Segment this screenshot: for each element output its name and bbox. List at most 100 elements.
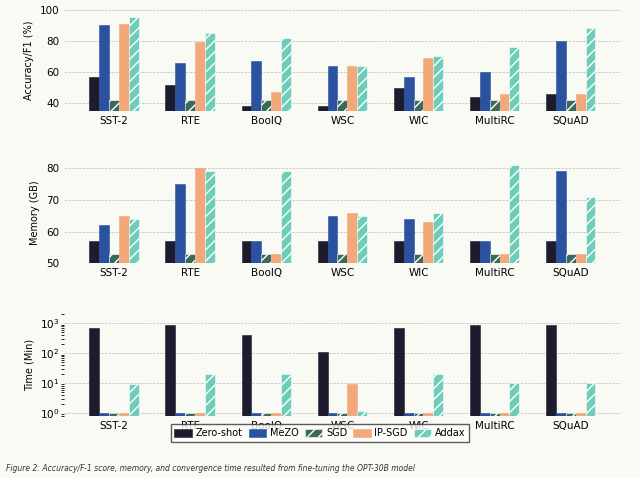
Bar (205, 374, 215, 478)
Bar (509, 165, 520, 422)
Bar (90, 241, 99, 422)
Bar (490, 413, 500, 478)
Bar (546, 325, 556, 478)
Bar (556, 413, 566, 478)
Bar (252, 241, 261, 422)
Bar (165, 241, 175, 422)
Bar (165, 325, 175, 478)
Bar (241, 107, 252, 166)
Bar (241, 335, 252, 478)
Bar (119, 23, 129, 166)
Bar (404, 219, 413, 422)
Bar (586, 28, 595, 166)
Bar (433, 374, 444, 478)
Bar (424, 58, 433, 166)
Bar (509, 383, 520, 478)
Bar (500, 94, 509, 166)
Bar (337, 254, 348, 422)
Bar (317, 352, 328, 478)
Legend: Zero-shot, MeZO, SGD, IP-SGD, Addax: Zero-shot, MeZO, SGD, IP-SGD, Addax (170, 424, 470, 442)
Bar (509, 47, 520, 166)
Bar (328, 413, 337, 478)
Bar (129, 384, 139, 478)
Bar (586, 383, 595, 478)
Y-axis label: Memory (GB): Memory (GB) (31, 180, 40, 245)
Bar (566, 254, 576, 422)
Bar (281, 38, 291, 166)
Bar (195, 43, 205, 166)
Bar (241, 241, 252, 422)
Bar (195, 168, 205, 422)
Bar (261, 100, 271, 166)
Bar (109, 254, 119, 422)
Bar (348, 384, 357, 478)
Bar (500, 413, 509, 478)
Bar (566, 413, 576, 478)
Bar (337, 413, 348, 478)
Bar (413, 100, 424, 166)
Bar (205, 172, 215, 422)
Bar (175, 413, 185, 478)
Bar (165, 85, 175, 166)
Bar (480, 72, 490, 166)
Bar (556, 172, 566, 422)
Bar (185, 254, 195, 422)
Bar (413, 254, 424, 422)
Bar (185, 100, 195, 166)
Bar (470, 241, 480, 422)
Bar (252, 413, 261, 478)
Bar (129, 219, 139, 422)
Bar (576, 413, 586, 478)
Bar (119, 216, 129, 422)
Bar (129, 17, 139, 166)
Bar (119, 413, 129, 478)
Bar (500, 254, 509, 422)
Bar (490, 100, 500, 166)
Bar (281, 172, 291, 422)
Bar (576, 94, 586, 166)
Bar (357, 411, 367, 478)
Bar (394, 87, 404, 166)
Bar (328, 66, 337, 166)
Bar (271, 413, 281, 478)
Bar (281, 374, 291, 478)
Bar (576, 254, 586, 422)
Bar (175, 184, 185, 422)
Bar (90, 77, 99, 166)
Bar (261, 254, 271, 422)
Bar (99, 226, 109, 422)
Bar (394, 328, 404, 478)
Bar (195, 413, 205, 478)
Bar (109, 413, 119, 478)
Bar (328, 216, 337, 422)
Bar (99, 413, 109, 478)
Bar (404, 77, 413, 166)
Bar (470, 325, 480, 478)
Bar (404, 413, 413, 478)
Y-axis label: Time (Min): Time (Min) (24, 339, 34, 391)
Bar (413, 413, 424, 478)
Bar (424, 413, 433, 478)
Bar (433, 56, 444, 166)
Bar (271, 92, 281, 166)
Text: Figure 2: Accuracy/F-1 score, memory, and convergence time resulted from fine-tu: Figure 2: Accuracy/F-1 score, memory, an… (6, 464, 415, 473)
Bar (546, 94, 556, 166)
Bar (586, 197, 595, 422)
Bar (261, 413, 271, 478)
Bar (109, 100, 119, 166)
Bar (394, 241, 404, 422)
Bar (317, 241, 328, 422)
Bar (90, 328, 99, 478)
Bar (433, 213, 444, 422)
Bar (357, 216, 367, 422)
Bar (348, 66, 357, 166)
Bar (252, 61, 261, 166)
Bar (185, 413, 195, 478)
Bar (490, 254, 500, 422)
Bar (271, 254, 281, 422)
Y-axis label: Accuracy/F1 (%): Accuracy/F1 (%) (24, 21, 34, 100)
Bar (546, 241, 556, 422)
Bar (480, 241, 490, 422)
Bar (175, 63, 185, 166)
Bar (470, 97, 480, 166)
